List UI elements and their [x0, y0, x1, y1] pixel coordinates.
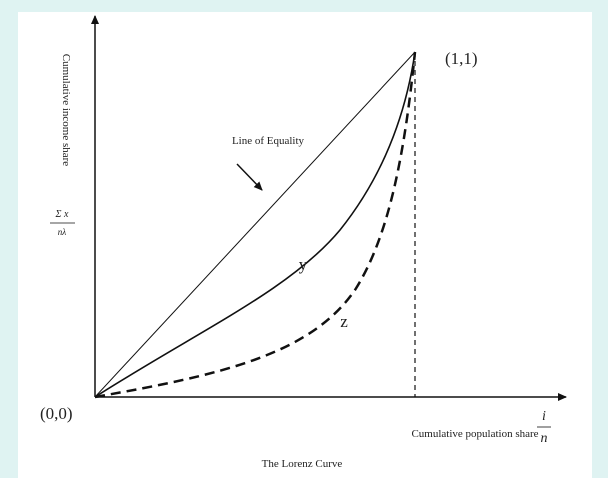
equality-label: Line of Equality [232, 135, 305, 147]
panel [18, 12, 592, 478]
origin-label: (0,0) [40, 404, 73, 423]
equality-line [94, 51, 416, 398]
x-fraction-numerator: i [542, 409, 546, 424]
end-point-label: (1,1) [445, 49, 478, 68]
x-axis-label: Cumulative population share [411, 428, 538, 440]
caption: The Lorenz Curve [262, 458, 343, 470]
curve-y-label: y [299, 255, 308, 274]
curve-z-label: z [340, 312, 348, 331]
curve-y [94, 51, 416, 398]
annotation-arrow [236, 163, 263, 191]
y-fraction-denominator: nλ [58, 227, 67, 237]
y-fraction-numerator: Σ x [55, 209, 69, 220]
y-axis-label: Cumulative income share [60, 54, 72, 167]
x-fraction-denominator: n [541, 431, 548, 446]
curve-z [94, 51, 417, 399]
